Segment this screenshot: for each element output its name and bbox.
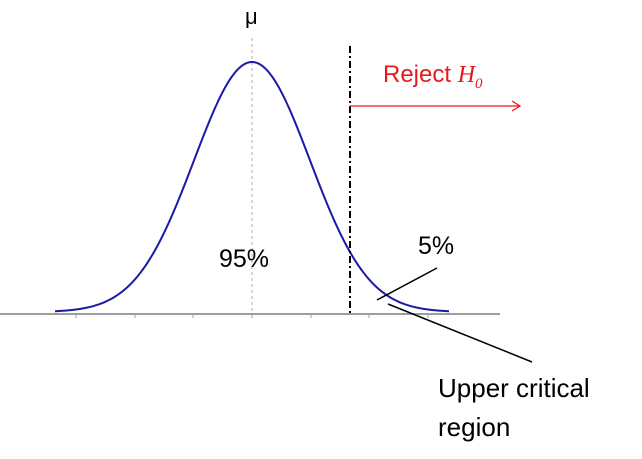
normal-curve	[54, 61, 450, 313]
region-leader-line	[387, 303, 533, 363]
tail-leader-line	[376, 267, 438, 301]
critical-region-label-line2: region	[438, 412, 510, 442]
reject-arrow	[350, 100, 522, 112]
tail-percent: 5%	[418, 232, 454, 260]
critical-region-label-line1: Upper critical	[438, 373, 590, 403]
acceptance-percent: 95%	[219, 245, 269, 273]
axis-ticks	[75, 314, 429, 318]
reject-label: Reject H0	[383, 61, 483, 92]
mean-label: μ	[245, 4, 258, 29]
